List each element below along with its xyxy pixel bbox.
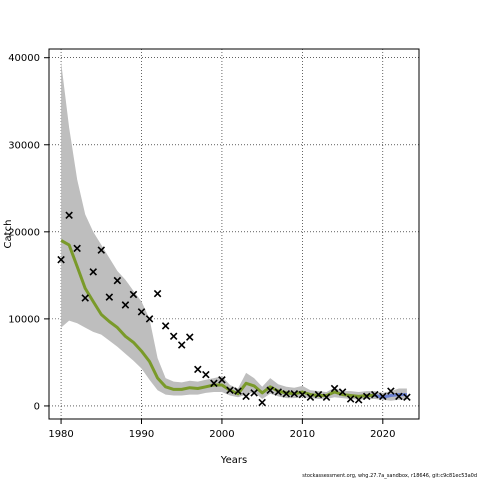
observed-point bbox=[258, 398, 266, 407]
observed-point bbox=[322, 393, 331, 402]
observed-point bbox=[362, 392, 371, 401]
observed-point bbox=[177, 341, 186, 349]
plot-frame bbox=[48, 48, 420, 420]
observed-point bbox=[379, 392, 387, 401]
y-tick-label: 30000 bbox=[8, 140, 40, 151]
observed-point bbox=[57, 255, 65, 264]
observed-point bbox=[370, 390, 379, 399]
observed-point bbox=[250, 389, 258, 397]
y-axis: 0 10000 20000 30000 40000 bbox=[8, 53, 49, 412]
observed-point bbox=[266, 386, 274, 395]
x-axis-label: Years bbox=[220, 455, 247, 466]
observed-point bbox=[298, 390, 307, 399]
observed-point bbox=[330, 384, 339, 393]
observed-point bbox=[218, 376, 226, 384]
footnote: stockassessment.org, whg.27.7a_sandbox, … bbox=[302, 473, 477, 479]
y-axis-label: Catch bbox=[3, 220, 14, 249]
observed-point bbox=[202, 370, 210, 379]
y-tick-label: 10000 bbox=[8, 314, 40, 325]
grid-lines bbox=[49, 49, 419, 419]
y-tick-label: 0 bbox=[34, 401, 40, 412]
confidence-band bbox=[61, 62, 407, 401]
estimate-line-0 bbox=[60, 239, 375, 398]
observed-point bbox=[395, 392, 403, 401]
observed-point bbox=[89, 268, 98, 276]
observed-point bbox=[338, 388, 347, 396]
observed-point bbox=[234, 387, 242, 395]
x-axis: 1980 1990 2000 2010 2020 bbox=[48, 419, 396, 440]
observed-point bbox=[226, 386, 234, 395]
observed-point bbox=[137, 308, 146, 316]
observed-point bbox=[346, 395, 355, 403]
observed-point bbox=[169, 332, 178, 341]
observed-point bbox=[81, 294, 89, 302]
observed-point bbox=[113, 276, 122, 285]
observed-point bbox=[129, 290, 138, 299]
observed-catch-layer bbox=[57, 211, 411, 407]
observed-point bbox=[73, 244, 81, 253]
observed-point bbox=[387, 387, 395, 395]
x-tick-label: 2020 bbox=[370, 429, 395, 440]
observed-point bbox=[145, 315, 154, 323]
observed-point bbox=[97, 246, 106, 254]
observed-point bbox=[274, 388, 283, 396]
observed-point bbox=[242, 392, 250, 401]
observed-point bbox=[306, 393, 315, 402]
observed-point bbox=[282, 389, 291, 398]
observed-point bbox=[403, 393, 411, 402]
x-tick-label: 2010 bbox=[290, 429, 315, 440]
observed-point bbox=[290, 389, 299, 398]
observed-point bbox=[121, 301, 130, 309]
observed-point bbox=[105, 293, 114, 301]
observed-point bbox=[354, 396, 363, 404]
x-tick-label: 1990 bbox=[129, 429, 154, 440]
x-tick-label: 1980 bbox=[48, 429, 73, 440]
observed-point bbox=[153, 289, 162, 298]
observed-point bbox=[194, 365, 202, 374]
confidence-band-layer bbox=[61, 62, 407, 401]
observed-point bbox=[314, 390, 323, 399]
observed-point bbox=[185, 333, 194, 341]
y-tick-label: 40000 bbox=[8, 53, 40, 64]
observed-point bbox=[65, 211, 73, 220]
x-tick-label: 2000 bbox=[209, 429, 234, 440]
observed-point bbox=[161, 322, 170, 330]
y-tick-label: 20000 bbox=[8, 227, 40, 238]
observed-point bbox=[210, 379, 218, 388]
